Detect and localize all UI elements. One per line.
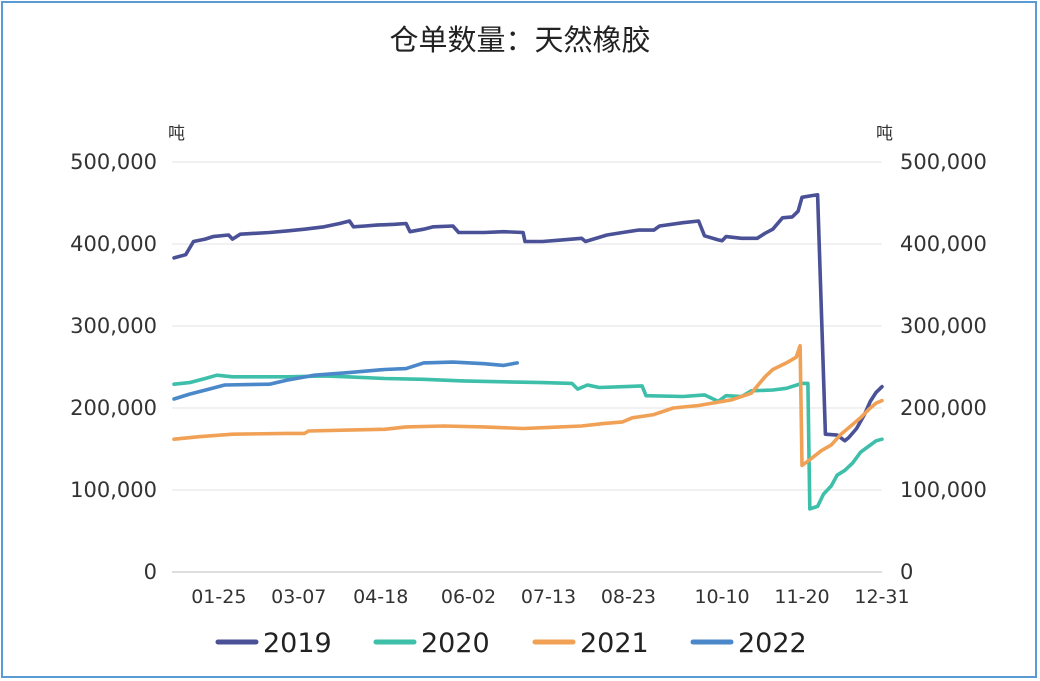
legend: 2019 2020 2021 2022 — [215, 628, 807, 659]
y-tick-label-right: 300,000 — [900, 314, 987, 338]
x-axis: 01-25 03-07 04-18 06-02 07-13 08-23 10-10 11-20… — [191, 586, 909, 608]
y-axis-right: 0 100,000 200,000 300,000 400,000 500,000 — [900, 150, 987, 584]
legend-label: 2022 — [738, 628, 807, 659]
y-axis-left: 0 100,000 200,000 300,000 400,000 500,000 — [70, 150, 157, 584]
series-line-2019 — [172, 193, 884, 443]
legend-item-2019: 2019 — [215, 628, 332, 659]
x-tick-label: 12-31 — [854, 586, 909, 608]
y-tick-label-left: 200,000 — [70, 396, 157, 420]
y-tick-label-left: 0 — [144, 560, 157, 584]
legend-label: 2019 — [263, 628, 332, 659]
x-tick-label: 06-02 — [441, 586, 496, 608]
x-tick-label: 11-20 — [774, 586, 829, 608]
x-tick-label: 01-25 — [191, 586, 246, 608]
series-lines — [172, 193, 884, 511]
x-tick-label: 07-13 — [521, 586, 576, 608]
y-tick-label-left: 500,000 — [70, 150, 157, 174]
y-axis-unit-right: 吨 — [876, 124, 893, 144]
gridlines — [172, 161, 882, 573]
legend-item-2022: 2022 — [690, 628, 807, 659]
legend-item-2021: 2021 — [532, 628, 649, 659]
series-line-2021 — [172, 343, 884, 468]
x-tick-label: 10-10 — [694, 586, 749, 608]
x-tick-label: 04-18 — [353, 586, 408, 608]
chart-title: 仓单数量：天然橡胶 — [389, 23, 650, 57]
y-tick-label-left: 300,000 — [70, 314, 157, 338]
y-tick-label-right: 0 — [900, 560, 913, 584]
series-line-2022 — [172, 360, 519, 401]
y-tick-label-right: 400,000 — [900, 232, 987, 256]
x-tick-label: 08-23 — [601, 586, 656, 608]
legend-item-2020: 2020 — [373, 628, 490, 659]
series-line-2020 — [172, 373, 884, 511]
y-axis-unit-left: 吨 — [168, 124, 185, 144]
y-tick-label-left: 400,000 — [70, 232, 157, 256]
y-tick-label-right: 500,000 — [900, 150, 987, 174]
legend-label: 2020 — [421, 628, 490, 659]
y-tick-label-right: 200,000 — [900, 396, 987, 420]
y-tick-label-left: 100,000 — [70, 478, 157, 502]
y-tick-label-right: 100,000 — [900, 478, 987, 502]
x-tick-label: 03-07 — [271, 586, 326, 608]
legend-label: 2021 — [580, 628, 649, 659]
